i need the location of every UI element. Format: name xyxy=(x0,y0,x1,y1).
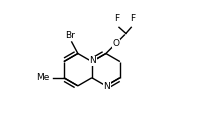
Text: N: N xyxy=(89,56,96,65)
Text: N: N xyxy=(103,82,110,91)
Text: O: O xyxy=(112,39,119,48)
Text: Br: Br xyxy=(65,31,75,40)
Text: Me: Me xyxy=(36,73,49,82)
Text: F: F xyxy=(130,14,135,23)
Text: F: F xyxy=(114,14,119,23)
